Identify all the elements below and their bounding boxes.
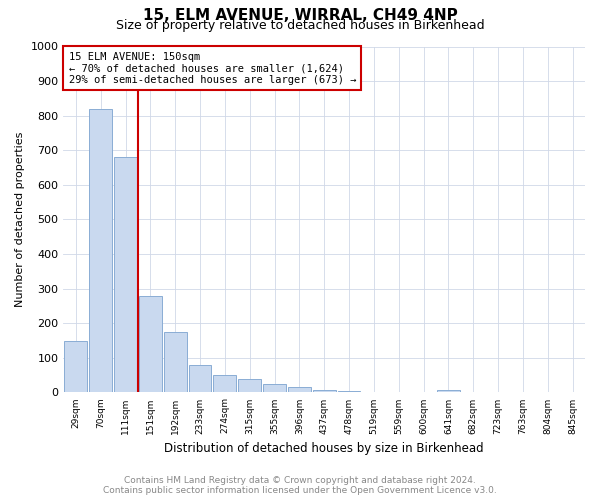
Bar bbox=[313, 390, 335, 392]
Bar bbox=[89, 109, 112, 393]
Text: Size of property relative to detached houses in Birkenhead: Size of property relative to detached ho… bbox=[116, 18, 484, 32]
Bar bbox=[139, 296, 162, 392]
Bar bbox=[238, 378, 261, 392]
X-axis label: Distribution of detached houses by size in Birkenhead: Distribution of detached houses by size … bbox=[164, 442, 484, 455]
Bar bbox=[338, 391, 361, 392]
Y-axis label: Number of detached properties: Number of detached properties bbox=[15, 132, 25, 307]
Bar bbox=[437, 390, 460, 392]
Bar bbox=[164, 332, 187, 392]
Bar bbox=[263, 384, 286, 392]
Text: Contains HM Land Registry data © Crown copyright and database right 2024.
Contai: Contains HM Land Registry data © Crown c… bbox=[103, 476, 497, 495]
Text: 15 ELM AVENUE: 150sqm
← 70% of detached houses are smaller (1,624)
29% of semi-d: 15 ELM AVENUE: 150sqm ← 70% of detached … bbox=[68, 52, 356, 85]
Text: 15, ELM AVENUE, WIRRAL, CH49 4NP: 15, ELM AVENUE, WIRRAL, CH49 4NP bbox=[143, 8, 457, 22]
Bar bbox=[64, 340, 87, 392]
Bar bbox=[288, 387, 311, 392]
Bar bbox=[114, 157, 137, 392]
Bar bbox=[188, 366, 211, 392]
Bar bbox=[214, 375, 236, 392]
